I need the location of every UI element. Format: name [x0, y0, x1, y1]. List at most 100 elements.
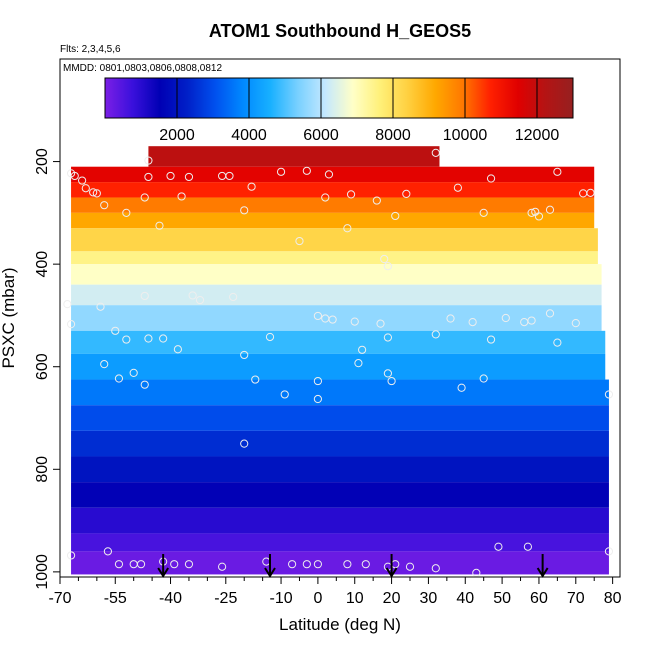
latitude-arrow: [385, 554, 398, 578]
sample-point: [376, 319, 385, 328]
sample-point: [114, 374, 124, 383]
sample-point: [184, 560, 194, 569]
sample-point: [66, 551, 76, 560]
sample-point: [140, 380, 149, 389]
arrow-head: [536, 567, 549, 578]
latitude-arrows: [157, 554, 549, 578]
sample-point: [313, 376, 322, 386]
sample-point: [265, 332, 275, 342]
heatmap-layer: [71, 405, 609, 431]
x-tick-label: -40: [159, 590, 182, 607]
sample-point: [472, 568, 481, 577]
sample-point: [184, 172, 194, 182]
heatmap-layers: [71, 146, 609, 575]
y-tick-label: 400: [34, 251, 51, 278]
sample-point: [155, 221, 164, 230]
colorbar-tick-label: 12000: [515, 127, 560, 144]
sample-point: [321, 193, 330, 202]
colorbar-tick-label: 8000: [375, 127, 411, 144]
latitude-arrow: [157, 554, 170, 578]
sample-point: [553, 167, 562, 176]
heatmap-layer: [71, 456, 609, 483]
heatmap-layer: [71, 251, 598, 265]
sample-point: [380, 254, 389, 264]
sample-point: [173, 345, 182, 354]
latitude-arrow: [264, 554, 276, 578]
sample-point: [144, 334, 153, 343]
sample-point: [92, 189, 101, 198]
sample-point: [63, 300, 72, 309]
sample-point: [140, 291, 149, 301]
x-tick-label: 20: [383, 590, 401, 607]
heatmap-layer: [71, 330, 606, 354]
sample-point: [313, 394, 322, 404]
sample-point: [479, 374, 488, 383]
sample-point: [140, 193, 149, 202]
x-tick-label: -55: [104, 590, 127, 607]
sample-point: [240, 439, 249, 448]
heatmap-layer: [71, 551, 609, 575]
sample-point: [144, 156, 153, 165]
colorbar-tick-label: 2000: [159, 127, 195, 144]
sample-point: [372, 196, 381, 205]
x-tick-label: 70: [567, 590, 585, 607]
sample-point: [288, 560, 297, 569]
sample-point: [78, 176, 87, 185]
sample-point: [545, 205, 555, 214]
y-tick-label: 800: [34, 456, 51, 483]
x-tick-label: 80: [604, 590, 622, 607]
x-axis: -70 -55 -40 -25 -10 0 10 20 30 40 50 60 70 80: [48, 577, 622, 607]
heatmap-layer: [71, 533, 609, 552]
sample-point: [383, 369, 392, 378]
sample-point: [96, 302, 105, 311]
sample-point: [66, 320, 76, 329]
sample-point: [70, 171, 79, 181]
y-axis-label: PSXC (mbar): [0, 267, 18, 368]
sample-point: [302, 560, 311, 569]
x-tick-label: 10: [346, 590, 364, 607]
sample-point: [251, 375, 260, 384]
sample-point: [486, 335, 496, 344]
sample-point: [328, 315, 337, 324]
sample-point: [195, 295, 205, 305]
plot-frame: [59, 58, 621, 578]
x-tick-label: 30: [420, 590, 438, 607]
arrow-head: [264, 567, 276, 578]
heatmap-layer: [71, 264, 602, 285]
x-tick-label: -70: [48, 590, 71, 607]
sample-point: [295, 236, 304, 246]
x-tick-label: 60: [530, 590, 548, 607]
sample-point: [166, 171, 175, 181]
heatmap-layer: [71, 482, 609, 508]
heatmap-layer: [71, 182, 595, 198]
sample-point: [122, 335, 131, 344]
sample-point: [468, 318, 477, 327]
colorbar-tick-label: 10000: [443, 127, 488, 144]
sample-point: [313, 560, 322, 569]
latitude-arrow: [536, 554, 549, 578]
sample-points: [63, 148, 614, 577]
sample-point: [479, 208, 488, 217]
sample-point: [324, 170, 334, 179]
sample-point: [280, 390, 289, 399]
sample-point: [346, 190, 356, 199]
sample-point: [100, 201, 109, 210]
sample-point: [229, 292, 238, 302]
sample-point: [534, 212, 544, 221]
sample-point: [122, 208, 131, 217]
sample-point: [354, 359, 363, 368]
sample-point: [501, 313, 510, 323]
sample-point: [177, 192, 186, 201]
flights-annotation: Flts: 2,3,4,5,6: [60, 44, 121, 55]
sample-point: [240, 206, 249, 215]
sample-point: [457, 383, 466, 392]
sample-point: [276, 167, 286, 176]
x-tick-label: -25: [214, 590, 237, 607]
sample-point: [553, 338, 562, 347]
sample-point: [103, 547, 112, 556]
sample-point: [604, 390, 614, 399]
y-tick-label: 1000: [34, 554, 51, 590]
colorbar: 2000 4000 6000 8000 10000 12000: [104, 77, 574, 144]
sample-point: [111, 326, 120, 335]
